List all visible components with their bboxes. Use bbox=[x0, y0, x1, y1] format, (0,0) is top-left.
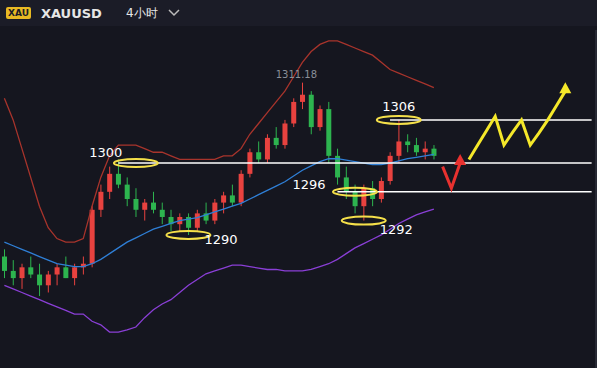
svg-text:1296: 1296 bbox=[292, 177, 325, 192]
svg-text:1306: 1306 bbox=[382, 99, 415, 114]
svg-text:1300: 1300 bbox=[89, 145, 122, 160]
html-text:XAUUSD: XAUUSD bbox=[40, 5, 102, 21]
html-text:XAU: XAU bbox=[8, 8, 29, 18]
svg-text:1290: 1290 bbox=[204, 232, 237, 247]
html-text:4小时: 4小时 bbox=[125, 5, 158, 20]
svg-text:1311.18: 1311.18 bbox=[276, 69, 317, 80]
svg-text:1292: 1292 bbox=[380, 222, 413, 237]
